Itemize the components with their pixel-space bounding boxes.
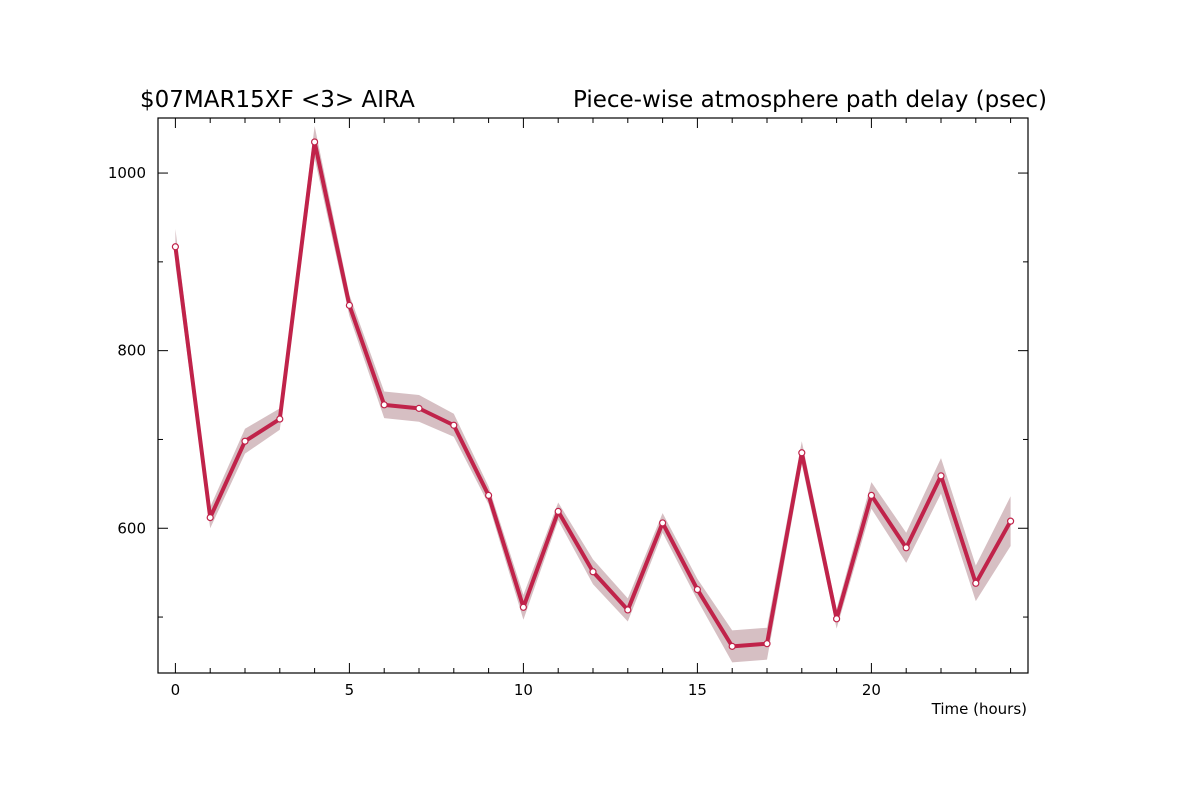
plot-frame [157,117,1029,674]
data-point [763,640,771,648]
x-tick-label: 5 [345,681,355,699]
x-tick-label: 20 [862,681,881,699]
data-point-layer [171,138,1015,650]
data-point [624,606,632,614]
uncertainty-band [175,125,1011,663]
data-point [276,415,284,423]
data-point [311,138,319,146]
data-point [902,544,910,552]
x-tick-label: 10 [514,681,533,699]
data-point [1006,517,1015,525]
data-point [415,404,423,412]
uncertainty-band-layer [175,125,1011,663]
data-point [589,568,597,576]
data-point [485,491,493,499]
x-tick-label: 0 [171,681,181,699]
data-point [798,449,806,457]
data-point [450,421,458,429]
chart-title-right: Piece-wise atmosphere path delay (psec) [573,87,1047,113]
data-point [937,472,945,480]
data-point [554,507,562,515]
data-point [832,615,841,623]
data-point [658,519,667,527]
data-point [728,642,736,650]
data-point [345,301,353,309]
data-point [867,491,876,499]
x-tick-label: 15 [688,681,707,699]
data-point [171,243,179,251]
y-tick-label: 800 [117,342,146,360]
y-tick-label: 600 [117,519,146,537]
axis-layer: 0 5 10 15 20 600 800 1000 [108,118,1028,699]
y-tick-label: 1000 [108,164,146,182]
data-point [693,585,702,594]
data-point [206,513,214,522]
data-point [241,437,249,445]
data-point [380,401,388,409]
x-axis-label: Time (hours) [931,700,1027,718]
chart-title-left: $07MAR15XF <3> AIRA [140,87,415,113]
data-point [519,603,528,611]
data-point [972,579,980,587]
